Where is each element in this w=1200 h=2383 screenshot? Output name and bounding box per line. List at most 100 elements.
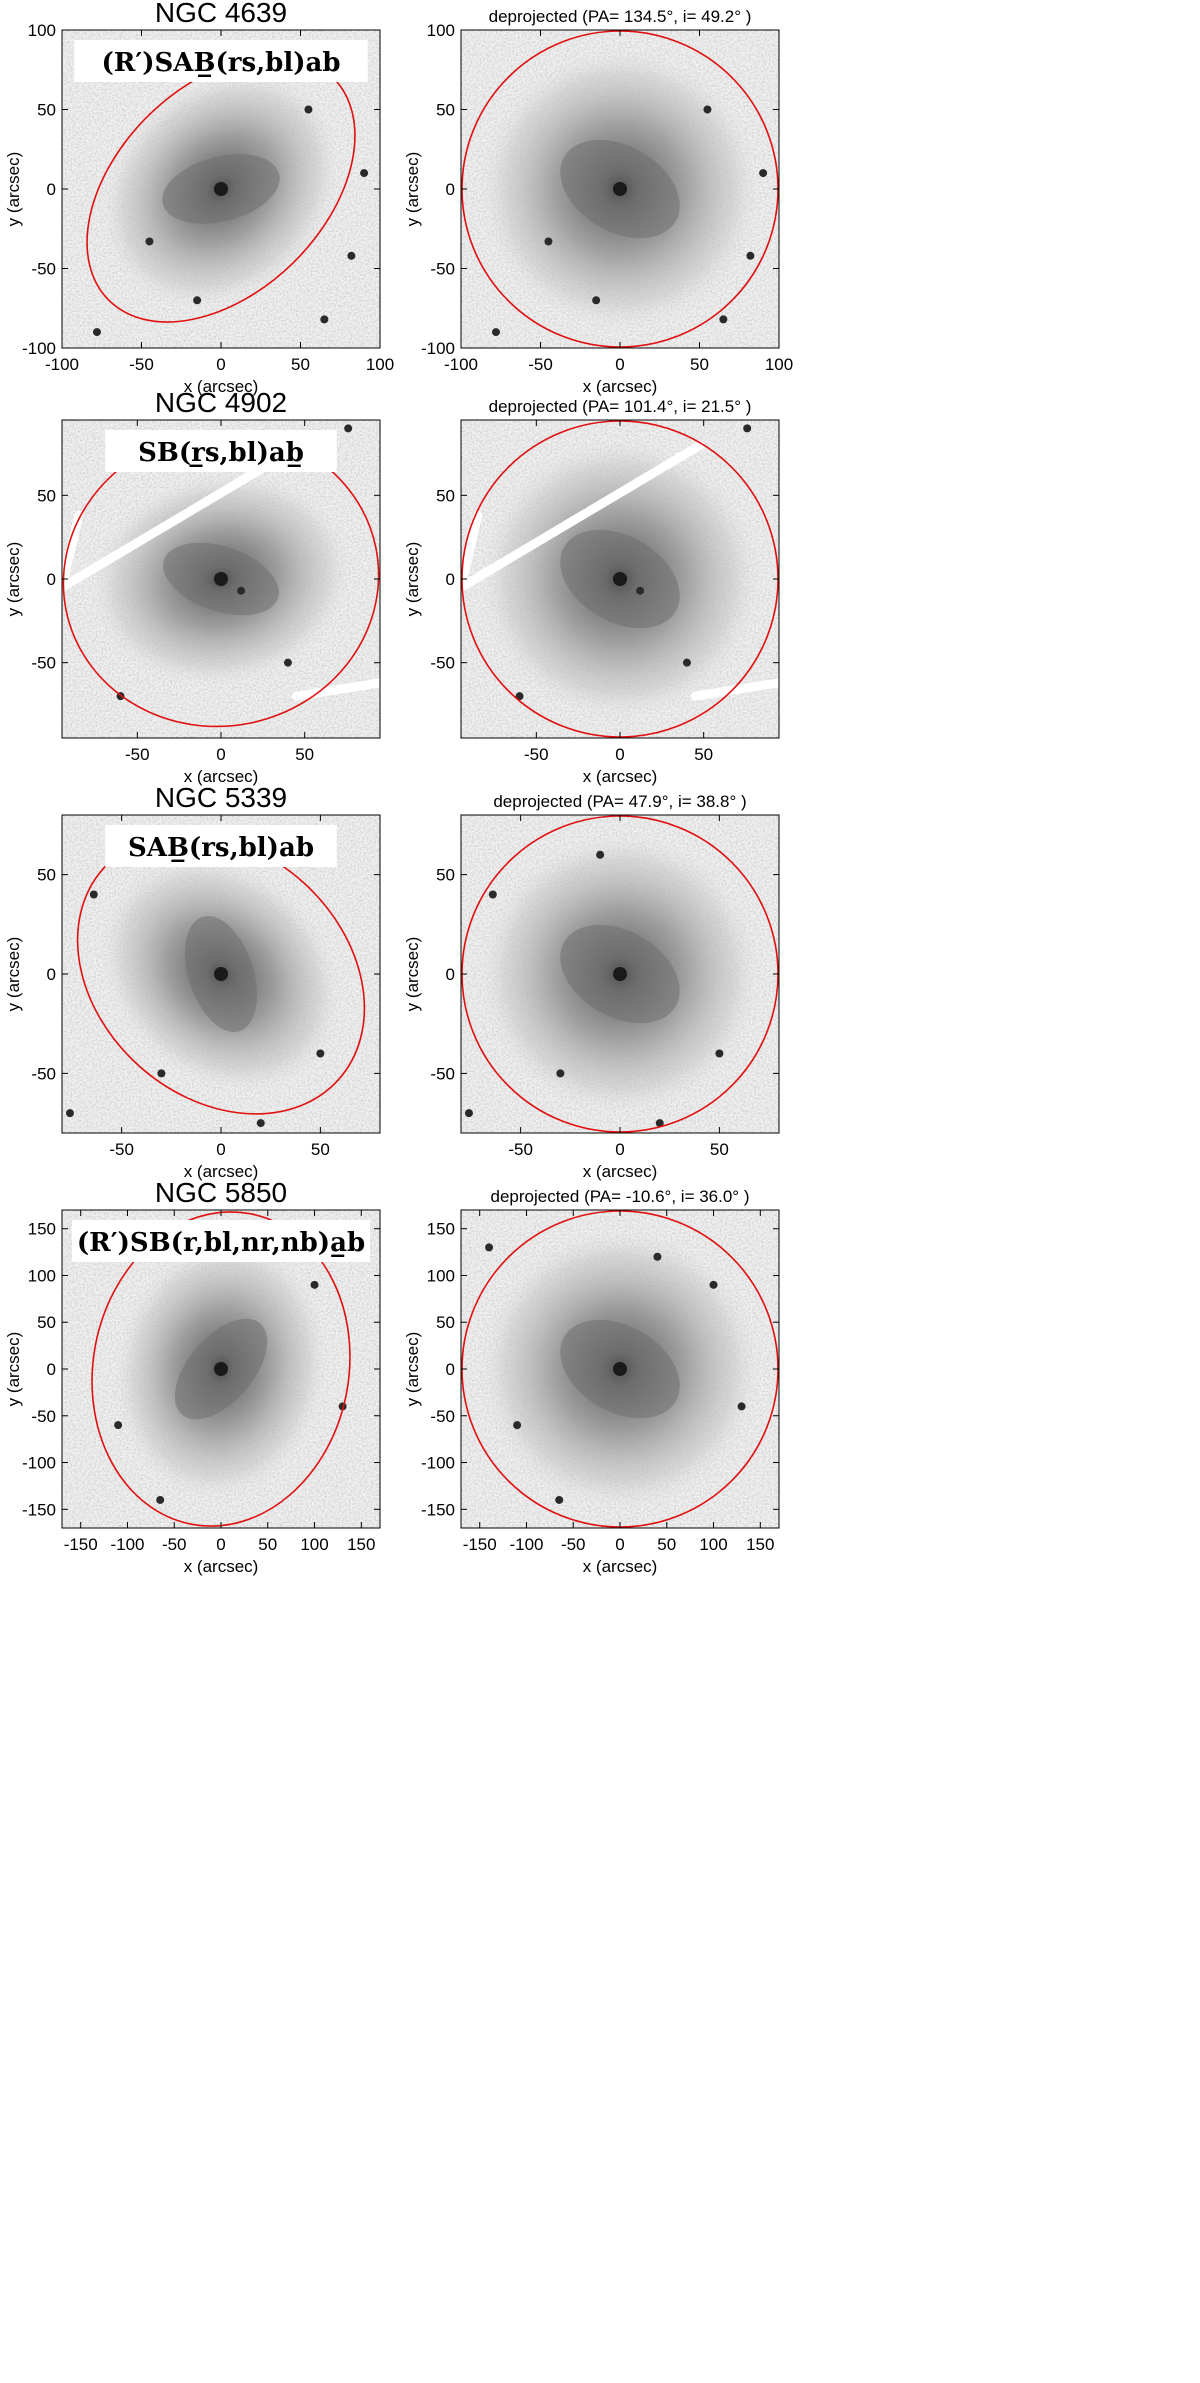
y-tick-label: 150 [28, 1220, 56, 1239]
y-axis-label: y (arcsec) [4, 542, 23, 617]
galaxy-nucleus [214, 967, 228, 981]
masked-streak [461, 440, 705, 592]
y-tick-label: -100 [421, 1454, 455, 1473]
x-tick-label: -50 [561, 1535, 586, 1554]
star [746, 251, 755, 260]
morphology-box [72, 1220, 370, 1262]
x-tick-label: -50 [109, 1140, 134, 1159]
x-tick-label: -100 [509, 1535, 543, 1554]
x-tick-label: 100 [765, 355, 793, 374]
star [347, 251, 356, 260]
star [145, 237, 154, 246]
morphology-label: (R′)SAB̲(rs,bl)ab [101, 48, 340, 78]
y-axis-label: y (arcsec) [403, 152, 422, 227]
star [237, 586, 246, 595]
star [491, 328, 500, 337]
panel-original: -50 0 50 50 0 -50 x (arcsec) y (arcsec) NGC 5339… [4, 782, 381, 1181]
galaxy-name: NGC 4639 [155, 0, 287, 28]
y-tick-label: 50 [37, 101, 56, 120]
x-tick-label: 0 [216, 745, 225, 764]
y-tick-label: 150 [427, 1220, 455, 1239]
star [344, 424, 353, 433]
star [737, 1402, 746, 1411]
star [556, 1069, 565, 1078]
y-tick-label: 100 [28, 21, 56, 40]
star [310, 1280, 319, 1289]
y-tick-label: -50 [31, 654, 56, 673]
y-tick-label: -50 [430, 1064, 455, 1083]
deprojected-title: deprojected (PA= 47.9°, i= 38.8° ) [493, 792, 746, 811]
galaxy-nucleus [214, 182, 228, 196]
star [488, 890, 497, 899]
y-tick-label: -100 [421, 339, 455, 358]
x-tick-label: 0 [615, 1140, 624, 1159]
y-tick-label: 0 [446, 570, 455, 589]
deprojected-title: deprojected (PA= 134.5°, i= 49.2° ) [489, 7, 752, 26]
star [320, 315, 329, 324]
x-tick-label: -50 [508, 1140, 533, 1159]
x-axis-label: x (arcsec) [583, 767, 658, 786]
y-tick-label: 50 [436, 1313, 455, 1332]
x-tick-label: 50 [710, 1140, 729, 1159]
star [555, 1495, 564, 1504]
y-axis-label: y (arcsec) [4, 937, 23, 1012]
panel-original: -100 -50 0 50 100 100 50 0 -50 -100 x (arcsec) y (a… [4, 0, 394, 396]
star [709, 1280, 718, 1289]
x-axis-label: x (arcsec) [583, 1557, 658, 1576]
y-axis-label: y (arcsec) [403, 542, 422, 617]
masked-streak [461, 510, 483, 592]
deprojected-title: deprojected (PA= 101.4°, i= 21.5° ) [489, 397, 752, 416]
masked-streak [690, 678, 779, 701]
y-tick-label: -50 [31, 1064, 56, 1083]
x-tick-label: -100 [444, 355, 478, 374]
x-tick-label: 0 [615, 355, 624, 374]
x-axis-label: x (arcsec) [184, 1162, 259, 1181]
y-tick-label: 50 [436, 866, 455, 885]
galaxy-name: NGC 5850 [155, 1177, 287, 1208]
x-tick-label: 50 [657, 1535, 676, 1554]
y-tick-label: 50 [436, 486, 455, 505]
galaxy-nucleus [613, 967, 627, 981]
y-tick-label: -100 [22, 339, 56, 358]
y-tick-label: 0 [47, 965, 56, 984]
y-tick-label: -150 [22, 1500, 56, 1519]
morphology-box [105, 430, 337, 472]
star [544, 237, 553, 246]
x-tick-label: 100 [300, 1535, 328, 1554]
y-tick-label: -50 [31, 260, 56, 279]
isophote-ellipse [91, 1211, 351, 1527]
galaxy-image [62, 30, 380, 348]
y-axis-label: y (arcsec) [4, 152, 23, 227]
deprojected-title: deprojected (PA= -10.6°, i= 36.0° ) [491, 1187, 750, 1206]
star [759, 169, 768, 178]
star [360, 169, 369, 178]
y-tick-label: 0 [446, 180, 455, 199]
y-axis-label: y (arcsec) [403, 1332, 422, 1407]
star [513, 1421, 522, 1430]
morphology-box [105, 825, 337, 867]
isophote-ellipse [76, 833, 366, 1115]
x-tick-label: -50 [125, 745, 150, 764]
x-tick-label: 50 [694, 745, 713, 764]
morphology-box [74, 40, 368, 82]
morphology-label: SB(r̲s,bl)ab̲ [138, 438, 304, 468]
galaxy-image [62, 1210, 380, 1528]
star [114, 1421, 123, 1430]
galaxy-image [461, 1210, 779, 1528]
galaxy-nucleus [613, 572, 627, 586]
galaxy-image [62, 815, 380, 1133]
y-tick-label: 100 [28, 1266, 56, 1285]
star [515, 692, 524, 701]
galaxy-nucleus [613, 182, 627, 196]
x-tick-label: -100 [110, 1535, 144, 1554]
y-tick-label: 100 [427, 1266, 455, 1285]
x-tick-label: 100 [699, 1535, 727, 1554]
galaxy-name: NGC 4902 [155, 387, 287, 418]
star [283, 658, 292, 667]
x-tick-label: 0 [615, 745, 624, 764]
star [92, 328, 101, 337]
y-tick-label: 0 [47, 1360, 56, 1379]
y-axis-label: y (arcsec) [4, 1332, 23, 1407]
masked-streak [291, 678, 380, 701]
